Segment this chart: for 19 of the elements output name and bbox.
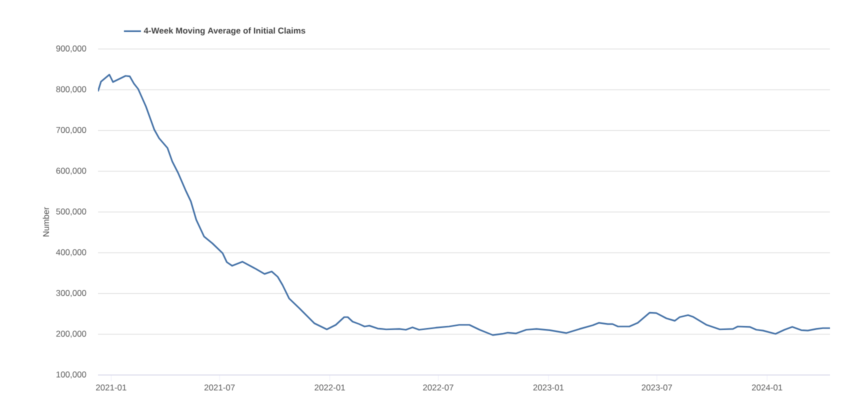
y-tick-label: 100,000 xyxy=(56,372,86,378)
y-tick-label: 500,000 xyxy=(56,208,86,216)
x-tick-label: 2023-07 xyxy=(642,384,672,391)
y-tick-label: 300,000 xyxy=(56,290,86,297)
x-tick-label: 2022-01 xyxy=(314,384,345,391)
y-axis-title: Number xyxy=(42,207,50,236)
x-tick-label: 2024-01 xyxy=(752,384,782,391)
y-tick-label: 900,000 xyxy=(56,46,86,52)
x-tick-label: 2021-07 xyxy=(204,384,235,391)
legend-label: 4-Week Moving Average of Initial Claims xyxy=(144,27,306,36)
x-tick-label: 2023-01 xyxy=(533,384,564,391)
x-tick-label: 2022-07 xyxy=(423,384,454,391)
y-tick-label: 800,000 xyxy=(56,86,86,94)
y-tick-label: 400,000 xyxy=(56,249,86,256)
y-tick-label: 200,000 xyxy=(56,330,86,338)
line-series xyxy=(98,74,830,336)
x-tick-label: 2021-01 xyxy=(96,384,126,391)
y-tick-label: 600,000 xyxy=(56,168,86,175)
y-tick-label: 700,000 xyxy=(56,127,86,134)
